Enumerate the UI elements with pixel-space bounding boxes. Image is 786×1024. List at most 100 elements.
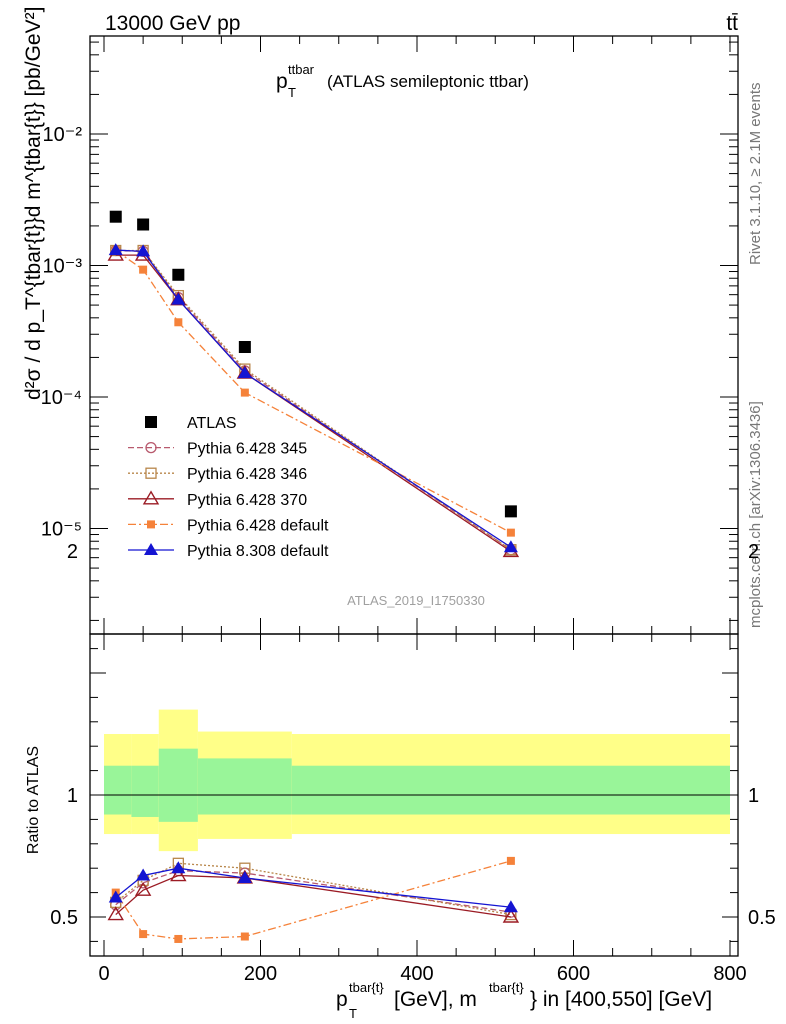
main-series-0-point-4: [504, 505, 517, 518]
main-series-5-line: [115, 249, 512, 548]
legend-entry-5-label: Pythia 8.308 default: [187, 543, 329, 560]
ratio-series-2-point-2: [170, 867, 187, 882]
x-label-end: } in [400,550] [GeV]: [530, 988, 712, 1011]
ratio-y-tick-label-left-1: 1: [67, 785, 78, 807]
ratio-series-4: [108, 861, 518, 913]
ratio-series-4-point-4: [503, 900, 518, 913]
legend-entry-4-label: Pythia 6.428 default: [187, 517, 329, 534]
main-series-5: [108, 243, 518, 553]
ratio-series-2-point-0: [107, 906, 124, 921]
ratio-series-3-point-3: [240, 932, 249, 941]
legend-entry-2-label: Pythia 6.428 346: [187, 466, 307, 483]
x-label-sup1: tbar{t}: [349, 980, 384, 995]
main-series-5-point-0: [108, 243, 123, 256]
main-series-3: [107, 246, 520, 558]
main-y-tick-labels: 10⁻⁵ 10⁻⁴ 10⁻³ 10⁻²: [41, 124, 83, 541]
ratio-series-4-point-3: [237, 870, 252, 883]
ratio-y-tick-label-left-0: 0.5: [50, 907, 78, 929]
mcplots-label: mcplots.cern.ch [arXiv:1306.3436]: [747, 401, 764, 628]
ratio-series-3-point-1: [139, 930, 148, 939]
ratio-x-tick-label-1: 200: [244, 963, 277, 985]
plot-title: p ttbar T (ATLAS semileptonic ttbar): [276, 62, 529, 100]
ratio-series-3-point-4: [506, 856, 515, 865]
ratio-series-2-point-1: [134, 881, 152, 896]
legend-entry-1-marker: [145, 441, 157, 454]
x-axis-label: p T tbar{t} [GeV], m tbar{t} } in [400,5…: [336, 980, 712, 1021]
ratio-x-tick-label-0: 0: [98, 963, 109, 985]
main-series-4-point-3: [240, 388, 249, 397]
main-series-5-point-4: [503, 540, 518, 553]
main-series-4-point-4: [506, 528, 515, 537]
ratio-tick-labels: 0.5 0.5 1 1 2 2 0 200 400 600 800: [50, 541, 776, 985]
rivet-label: Rivet 3.1.10, ≥ 2.1M events: [747, 83, 764, 266]
legend-entry-4: Pythia 6.428 default: [128, 517, 329, 534]
legend-entry-1: Pythia 6.428 345: [128, 441, 307, 458]
main-y-tick-label-1: 10⁻⁴: [41, 387, 82, 409]
ratio-series-4-point-1: [136, 868, 151, 881]
main-series-4-point-2: [174, 318, 183, 327]
main-series-0: [109, 210, 517, 518]
main-series-5-point-2: [171, 292, 186, 305]
main-series: [107, 210, 520, 558]
ratio-series-3-point-2: [174, 934, 183, 943]
main-y-tick-label-2: 10⁻³: [43, 256, 83, 278]
ratio-y-tick-label-left-2: 2: [67, 541, 78, 563]
analysis-label: ATLAS_2019_I1750330: [347, 593, 485, 608]
main-series-0-point-3: [238, 341, 251, 354]
plot-title-main: p: [276, 70, 288, 93]
plot-title-rest: (ATLAS semileptonic ttbar): [327, 72, 529, 91]
ratio-y-tick-label-right-1: 1: [748, 785, 759, 807]
ratio-band-inner-1: [131, 765, 159, 817]
ratio-band-inner-0: [104, 765, 132, 815]
process-label: tt̄: [726, 12, 738, 35]
ratio-x-tick-label-4: 800: [713, 963, 746, 985]
main-series-4-point-1: [139, 265, 148, 274]
ratio-band-inner-4: [291, 765, 730, 815]
ratio-series-1: [110, 857, 517, 921]
legend-entry-5-marker: [144, 543, 158, 555]
ratio-uncertainty-bands: [104, 709, 730, 852]
main-y-tick-label-3: 10⁻²: [43, 124, 83, 146]
legend-entry-0-marker: [145, 416, 157, 428]
legend-entry-5: Pythia 8.308 default: [128, 543, 329, 560]
ratio-series-2-point-4: [502, 908, 520, 923]
x-label-mid: [GeV], m: [394, 988, 477, 1011]
ratio-axis-ticks: [90, 634, 738, 956]
x-label-main: p: [336, 988, 348, 1011]
energy-label: 13000 GeV pp: [105, 12, 240, 35]
legend-entry-1-label: Pythia 6.428 345: [187, 441, 307, 458]
ratio-series-4-point-0: [108, 890, 123, 903]
main-series-5-point-1: [136, 244, 151, 257]
main-panel: 10⁻⁵ 10⁻⁴ 10⁻³ 10⁻² p ttbar T (ATLAS semile…: [22, 7, 739, 635]
legend-entry-3: Pythia 6.428 370: [128, 490, 307, 509]
legend-entry-3-marker: [142, 490, 160, 505]
ratio-y-axis-label: Ratio to ATLAS: [25, 746, 42, 854]
ratio-panel: 0.5 0.5 1 1 2 2 0 200 400 600 800 Ratio to ATLAS p…: [25, 541, 776, 1021]
plot-title-sup: ttbar: [288, 62, 315, 77]
plot-title-sub: T: [288, 85, 296, 100]
ratio-x-tick-label-2: 400: [400, 963, 433, 985]
main-series-0-point-0: [109, 210, 122, 223]
ratio-band-inner-3: [197, 758, 292, 815]
ratio-x-tick-label-3: 600: [557, 963, 590, 985]
main-axis-ticks: [90, 36, 738, 634]
legend-entry-2: Pythia 6.428 346: [128, 466, 307, 483]
ratio-series: [107, 856, 520, 943]
main-y-axis-label: d²σ / d p_T^{tbar{t}}d m^{tbar{t}} [pb/G…: [22, 7, 45, 400]
main-series-0-point-2: [172, 268, 185, 281]
legend-entry-3-label: Pythia 6.428 370: [187, 492, 307, 509]
legend-entry-2-marker: [145, 467, 157, 479]
legend-entry-0-label: ATLAS: [187, 415, 237, 432]
ratio-y-tick-label-right-0: 0.5: [748, 907, 776, 929]
main-series-5-point-3: [237, 366, 252, 379]
ratio-y-tick-label-right-2: 2: [748, 541, 759, 563]
legend-entry-0: ATLAS: [145, 415, 237, 432]
ratio-series-2-line: [115, 874, 511, 918]
main-series-4-line: [115, 249, 512, 534]
x-label-sup2: tbar{t}: [489, 980, 524, 995]
legend: ATLAS Pythia 6.428 345 Pythia 6.428 346 Pyt…: [128, 415, 329, 560]
x-label-sub: T: [349, 1006, 357, 1021]
ratio-band-inner-2: [158, 748, 198, 822]
main-y-tick-label-0: 10⁻⁵: [41, 519, 82, 541]
